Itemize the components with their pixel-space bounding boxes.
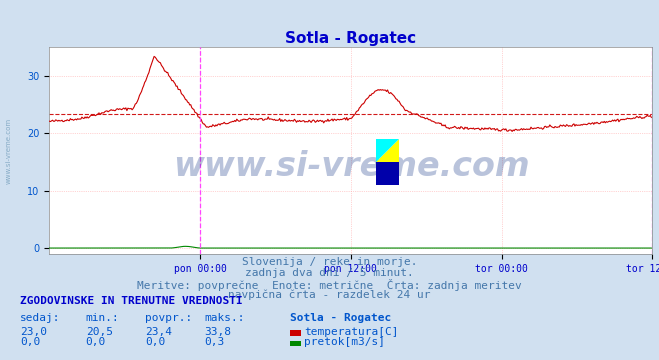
Text: temperatura[C]: temperatura[C] (304, 327, 399, 337)
Text: 23,4: 23,4 (145, 327, 172, 337)
Polygon shape (376, 139, 399, 162)
Text: 0,3: 0,3 (204, 337, 225, 347)
Text: povpr.:: povpr.: (145, 314, 192, 324)
Polygon shape (376, 139, 399, 162)
Text: zadnja dva dni / 5 minut.: zadnja dva dni / 5 minut. (245, 268, 414, 278)
Text: 0,0: 0,0 (145, 337, 165, 347)
Text: sedaj:: sedaj: (20, 314, 60, 324)
Text: navpična črta - razdelek 24 ur: navpična črta - razdelek 24 ur (228, 289, 431, 300)
Text: min.:: min.: (86, 314, 119, 324)
Text: 0,0: 0,0 (86, 337, 106, 347)
Text: Meritve: povprečne  Enote: metrične  Črta: zadnja meritev: Meritve: povprečne Enote: metrične Črta:… (137, 279, 522, 291)
Text: maks.:: maks.: (204, 314, 244, 324)
Text: pretok[m3/s]: pretok[m3/s] (304, 337, 386, 347)
Title: Sotla - Rogatec: Sotla - Rogatec (285, 31, 416, 46)
Text: 33,8: 33,8 (204, 327, 231, 337)
Text: 23,0: 23,0 (20, 327, 47, 337)
Text: 0,0: 0,0 (20, 337, 40, 347)
Text: Slovenija / reke in morje.: Slovenija / reke in morje. (242, 257, 417, 267)
Text: 20,5: 20,5 (86, 327, 113, 337)
Text: www.si-vreme.com: www.si-vreme.com (5, 118, 11, 184)
Text: www.si-vreme.com: www.si-vreme.com (173, 150, 529, 183)
Polygon shape (376, 162, 399, 185)
Text: ZGODOVINSKE IN TRENUTNE VREDNOSTI: ZGODOVINSKE IN TRENUTNE VREDNOSTI (20, 296, 243, 306)
Text: Sotla - Rogatec: Sotla - Rogatec (290, 314, 391, 324)
